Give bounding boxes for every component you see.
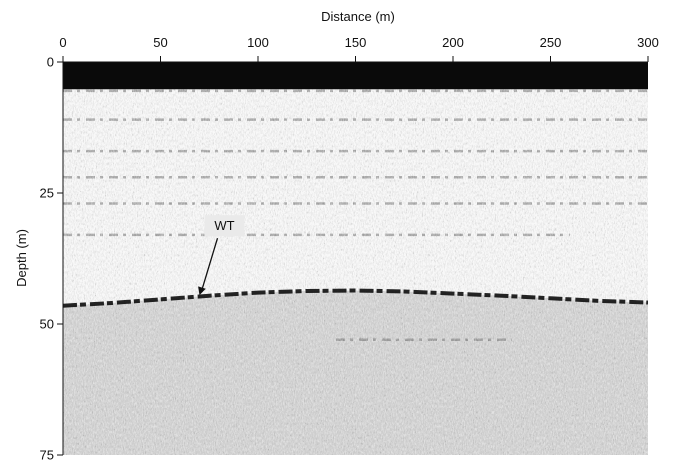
x-tick-label: 200: [442, 35, 464, 50]
annotation-label-box: [204, 215, 245, 237]
x-tick-label: 100: [247, 35, 269, 50]
y-axis-title: Depth (m): [14, 229, 29, 287]
annotation-layer: WT: [198, 215, 245, 296]
annotation-label: WT: [214, 218, 234, 233]
y-tick-label: 0: [47, 55, 54, 70]
x-axis-title: Distance (m): [321, 9, 395, 24]
x-tick-label: 250: [540, 35, 562, 50]
surface-band: [63, 62, 648, 90]
x-axis: 0 50 100 150 200 250 300: [59, 35, 659, 63]
x-tick-label: 50: [153, 35, 167, 50]
y-tick-label: 75: [40, 448, 54, 461]
annotation-arrow-shaft: [200, 237, 219, 292]
y-tick-label: 25: [40, 186, 54, 201]
x-tick-label: 0: [59, 35, 66, 50]
x-tick-label: 150: [345, 35, 367, 50]
x-tick-label: 300: [637, 35, 659, 50]
y-axis: 0 25 50 75: [40, 55, 64, 461]
water-table-reflector: [63, 288, 648, 308]
plot-area: [63, 62, 648, 455]
noise-texture: [63, 62, 648, 455]
y-tick-label: 50: [40, 317, 54, 332]
annotation-arrow-head: [198, 286, 206, 296]
